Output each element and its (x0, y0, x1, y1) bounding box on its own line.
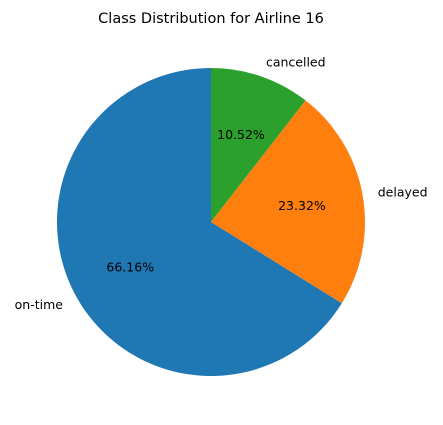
percent-labels: 66.16% 23.32% 10.52% (106, 127, 325, 274)
percent-label-delayed: 23.32% (278, 198, 326, 213)
category-labels: on-time delayed cancelled (15, 54, 428, 312)
pie-slices (57, 68, 365, 377)
pie-slice-delayed (211, 100, 365, 304)
category-label-on-time: on-time (15, 297, 64, 312)
chart-title: Class Distribution for Airline 16 (98, 11, 324, 27)
percent-label-on-time: 66.16% (106, 259, 154, 274)
pie-slice-on-time (57, 68, 342, 377)
category-label-delayed: delayed (378, 185, 428, 200)
pie-slice-cancelled (211, 68, 306, 222)
percent-label-cancelled: 10.52% (217, 127, 265, 142)
category-label-cancelled: cancelled (266, 54, 326, 69)
